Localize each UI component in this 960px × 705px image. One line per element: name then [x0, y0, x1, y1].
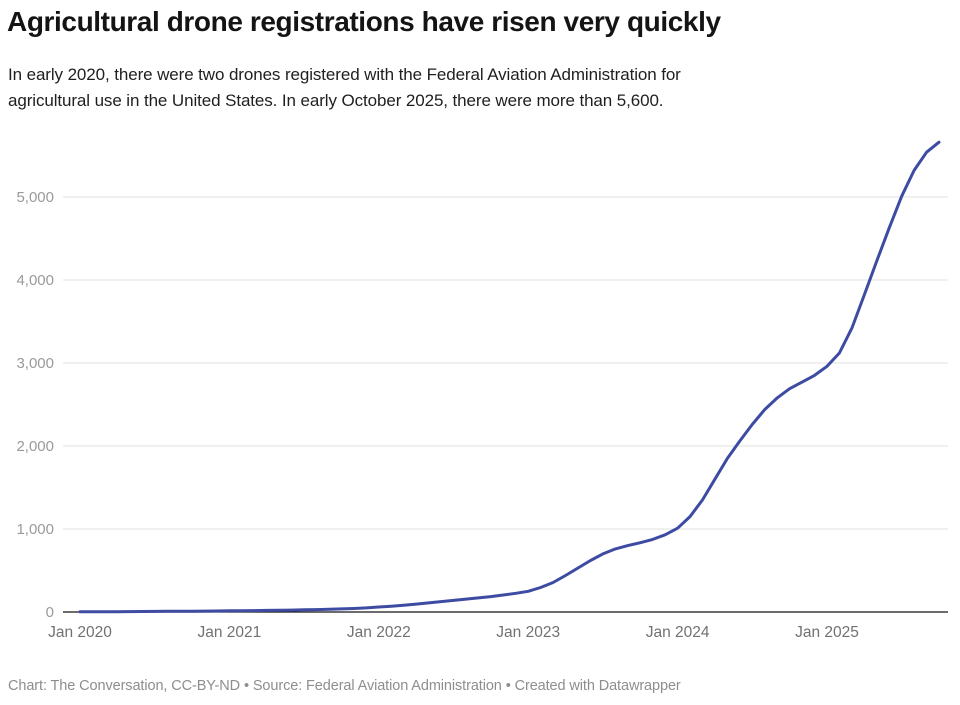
x-tick-label: Jan 2020: [48, 624, 112, 641]
x-tick-label: Jan 2024: [646, 624, 710, 641]
chart-subtitle-line-1: In early 2020, there were two drones reg…: [8, 65, 681, 84]
chart-subtitle: In early 2020, there were two drones reg…: [8, 62, 681, 114]
chart-footer: Chart: The Conversation, CC-BY-ND • Sour…: [8, 678, 681, 694]
y-tick-label: 5,000: [16, 189, 54, 206]
page-title: Agricultural drone registrations have ri…: [7, 6, 721, 37]
y-tick-label: 0: [46, 604, 54, 621]
data-line: [78, 140, 941, 614]
y-tick-label: 4,000: [16, 272, 54, 289]
chart-subtitle-line-2: agricultural use in the United States. I…: [8, 91, 664, 110]
x-tick-label: Jan 2022: [347, 624, 411, 641]
y-tick-label: 2,000: [16, 438, 54, 455]
x-tick-label: Jan 2025: [795, 624, 859, 641]
y-tick-label: 1,000: [16, 521, 54, 538]
line-chart: 0 1,000 2,000 3,000 4,000 5,000 Jan 2020 Jan 20…: [16, 140, 948, 641]
x-tick-label: Jan 2021: [198, 624, 262, 641]
y-tick-label: 3,000: [16, 355, 54, 372]
x-tick-label: Jan 2023: [496, 624, 560, 641]
